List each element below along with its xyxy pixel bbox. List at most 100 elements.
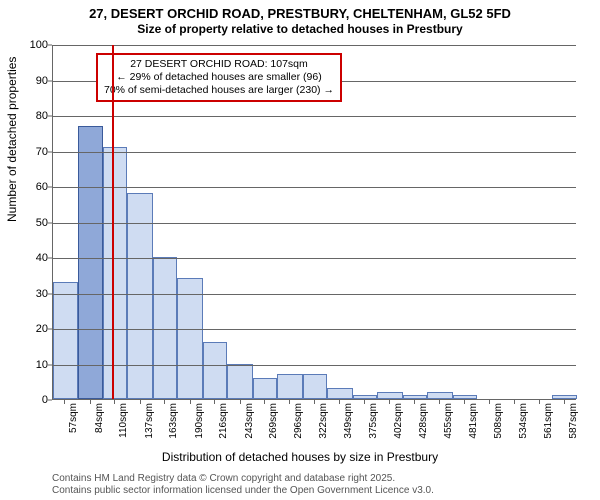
ytick-label: 60 [4,181,48,193]
xtick-mark [214,400,215,404]
ytick-label: 40 [4,252,48,264]
xtick-label: 269sqm [268,403,279,443]
xtick-mark [514,400,515,404]
xtick-mark [314,400,315,404]
ytick-mark [48,329,52,330]
xtick-mark [364,400,365,404]
histogram-bar [227,364,252,400]
histogram-bar [78,126,103,399]
histogram-bar [453,395,478,399]
xtick-label: 216sqm [218,403,229,443]
ytick-mark [48,80,52,81]
xtick-label: 110sqm [118,403,129,443]
gridline-h [53,329,576,330]
xtick-mark [90,400,91,404]
gridline-h [53,45,576,46]
xtick-mark [564,400,565,404]
footer-copyright-2: Contains public sector information licen… [52,485,434,496]
histogram-bar [327,388,352,399]
gridline-h [53,152,576,153]
xtick-label: 84sqm [94,403,105,443]
chart-container: 27, DESERT ORCHID ROAD, PRESTBURY, CHELT… [0,0,600,500]
histogram-bar [203,342,228,399]
plot-area: 27 DESERT ORCHID ROAD: 107sqm ← 29% of d… [52,45,576,400]
ytick-label: 80 [4,110,48,122]
histogram-bar [277,374,302,399]
xtick-label: 561sqm [543,403,554,443]
histogram-bar [353,395,378,399]
ytick-mark [48,364,52,365]
ytick-mark [48,400,52,401]
xtick-label: 296sqm [293,403,304,443]
xtick-label: 402sqm [393,403,404,443]
footer-copyright-1: Contains HM Land Registry data © Crown c… [52,473,395,484]
ytick-label: 100 [4,39,48,51]
histogram-bar [127,193,152,399]
xtick-label: 428sqm [418,403,429,443]
ytick-mark [48,222,52,223]
xtick-label: 481sqm [468,403,479,443]
histogram-bar [53,282,78,399]
xtick-label: 455sqm [443,403,454,443]
ytick-mark [48,187,52,188]
xtick-mark [464,400,465,404]
xtick-mark [289,400,290,404]
xtick-mark [414,400,415,404]
xtick-mark [190,400,191,404]
xtick-label: 322sqm [318,403,329,443]
histogram-bar [153,257,178,399]
xtick-label: 137sqm [144,403,155,443]
histogram-bar [177,278,202,399]
histogram-bar [253,378,278,399]
histogram-bar [103,147,128,399]
ytick-label: 0 [4,394,48,406]
xtick-label: 190sqm [194,403,205,443]
chart-title-address: 27, DESERT ORCHID ROAD, PRESTBURY, CHELT… [0,6,600,21]
xtick-label: 587sqm [568,403,579,443]
ytick-label: 30 [4,288,48,300]
ytick-label: 90 [4,75,48,87]
ytick-mark [48,116,52,117]
annotation-line2: ← 29% of detached houses are smaller (96… [104,71,334,84]
xtick-mark [489,400,490,404]
ytick-label: 70 [4,146,48,158]
histogram-bar [552,395,577,399]
ytick-mark [48,151,52,152]
histogram-bar [303,374,328,399]
xtick-mark [389,400,390,404]
ytick-mark [48,45,52,46]
xtick-label: 163sqm [168,403,179,443]
ytick-label: 20 [4,323,48,335]
xtick-mark [140,400,141,404]
xtick-mark [164,400,165,404]
ytick-mark [48,293,52,294]
gridline-h [53,116,576,117]
gridline-h [53,258,576,259]
xtick-label: 508sqm [493,403,504,443]
xtick-mark [240,400,241,404]
xtick-mark [64,400,65,404]
xtick-mark [439,400,440,404]
xtick-label: 534sqm [518,403,529,443]
ytick-label: 50 [4,217,48,229]
gridline-h [53,223,576,224]
xtick-label: 57sqm [68,403,79,443]
gridline-h [53,294,576,295]
xtick-mark [539,400,540,404]
xtick-label: 375sqm [368,403,379,443]
xtick-mark [114,400,115,404]
histogram-bar [377,392,402,399]
ytick-mark [48,258,52,259]
ytick-label: 10 [4,359,48,371]
x-axis-label: Distribution of detached houses by size … [0,450,600,464]
property-marker-line [112,45,114,399]
annotation-line1: 27 DESERT ORCHID ROAD: 107sqm [104,58,334,71]
xtick-label: 349sqm [343,403,354,443]
xtick-mark [339,400,340,404]
annotation-box: 27 DESERT ORCHID ROAD: 107sqm ← 29% of d… [96,53,342,102]
chart-subtitle: Size of property relative to detached ho… [0,22,600,36]
xtick-mark [264,400,265,404]
xtick-label: 243sqm [244,403,255,443]
gridline-h [53,365,576,366]
gridline-h [53,187,576,188]
